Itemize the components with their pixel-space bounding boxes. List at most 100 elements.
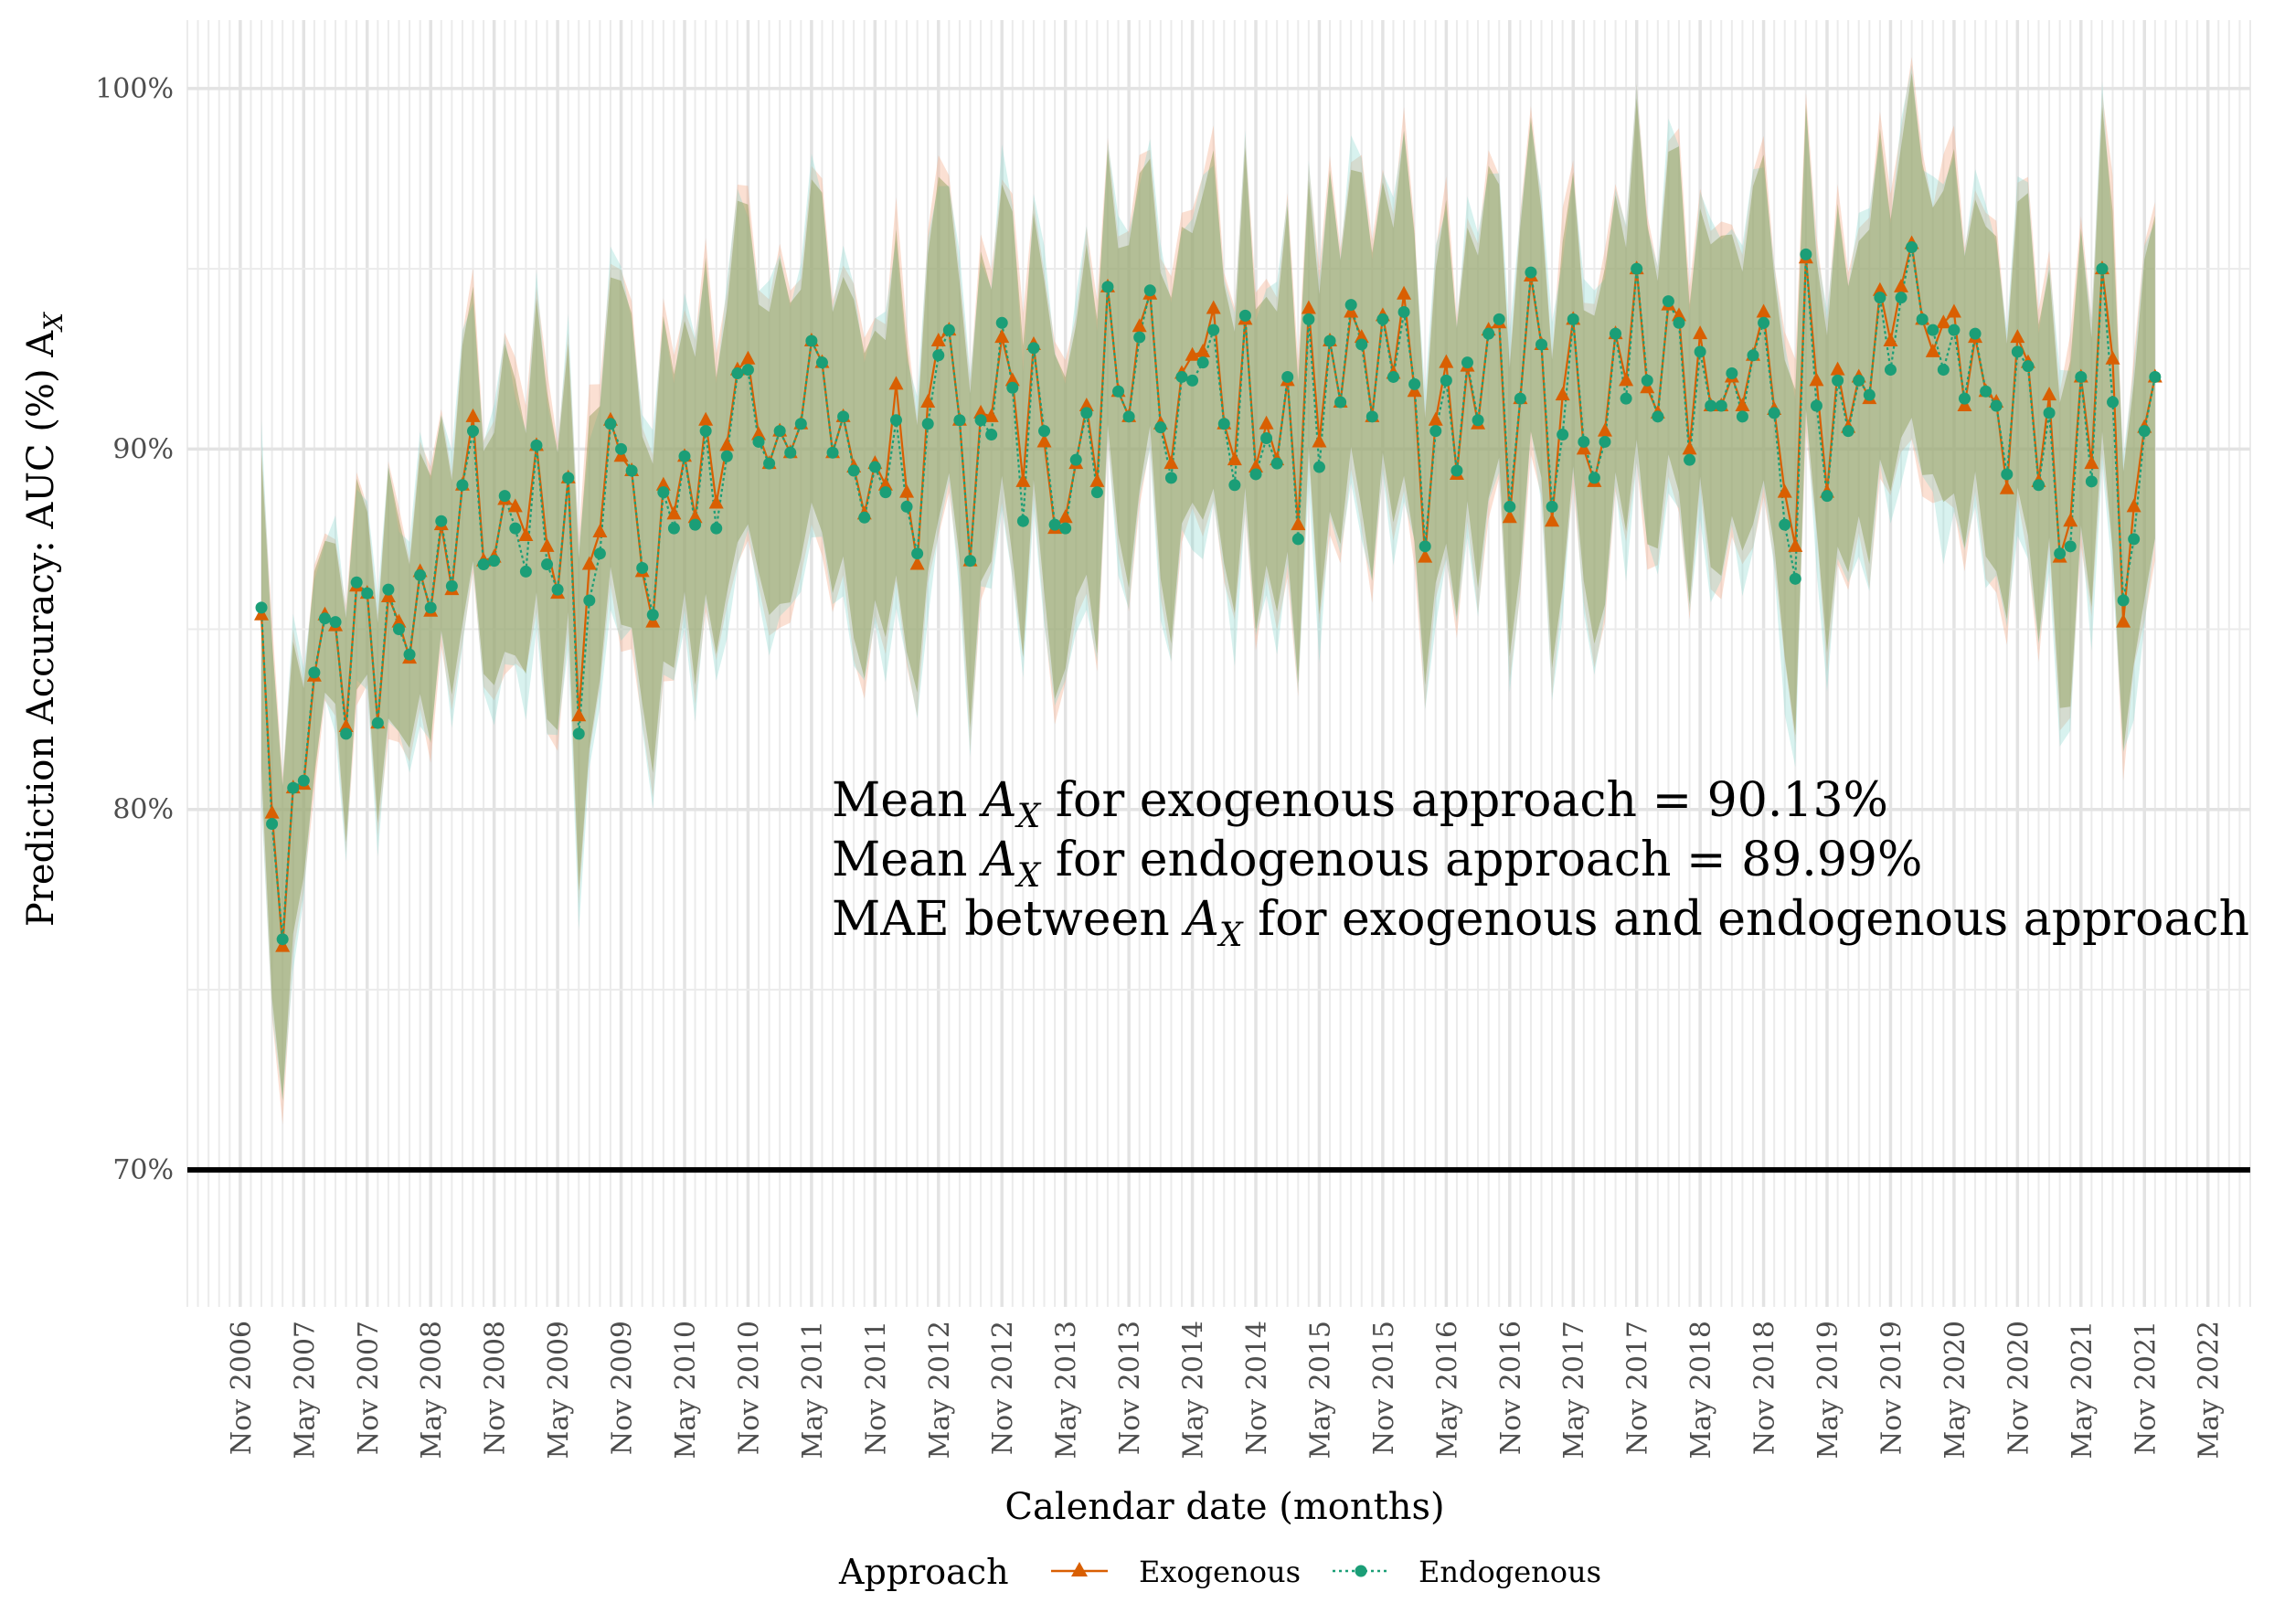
- data-point-endogenous: [2138, 425, 2151, 438]
- data-point-exogenous: [920, 394, 936, 409]
- data-point-exogenous: [1185, 346, 1200, 361]
- data-point-endogenous: [541, 558, 554, 571]
- data-point-endogenous: [329, 616, 342, 629]
- x-tick-label: Nov 2008: [480, 1321, 512, 1455]
- data-point-exogenous: [1777, 483, 1792, 498]
- data-point-endogenous: [1112, 385, 1125, 398]
- data-point-exogenous: [1418, 548, 1433, 563]
- data-point-endogenous: [477, 558, 490, 571]
- data-point-endogenous: [308, 666, 321, 679]
- x-tick-label: May 2014: [1178, 1321, 1210, 1459]
- x-tick-label: Nov 2011: [860, 1321, 892, 1455]
- data-point-endogenous: [837, 410, 850, 423]
- data-point-endogenous: [276, 933, 289, 946]
- data-point-endogenous: [1715, 399, 1727, 412]
- data-point-exogenous: [1946, 303, 1961, 318]
- data-point-endogenous: [1853, 374, 1865, 387]
- data-point-endogenous: [1302, 313, 1315, 325]
- data-point-endogenous: [942, 324, 955, 336]
- data-point-exogenous: [708, 494, 724, 509]
- data-point-endogenous: [1652, 410, 1664, 423]
- data-point-endogenous: [794, 418, 807, 430]
- data-point-endogenous: [2075, 370, 2088, 383]
- y-tick-label: 90%: [112, 433, 174, 465]
- x-tick-label: May 2012: [924, 1321, 956, 1459]
- data-point-endogenous: [530, 439, 543, 451]
- data-point-exogenous: [1872, 281, 1887, 296]
- y-axis-title: Prediction Accuracy: AUC (%) AX: [20, 312, 69, 927]
- data-point-endogenous: [1758, 316, 1770, 329]
- data-point-exogenous: [571, 707, 587, 722]
- data-point-exogenous: [888, 376, 904, 390]
- data-point-exogenous: [2105, 350, 2120, 365]
- x-tick-label: Nov 2016: [1495, 1321, 1527, 1455]
- data-point-endogenous: [1312, 461, 1325, 473]
- data-point-endogenous: [1990, 399, 2003, 412]
- data-point-endogenous: [1969, 327, 1982, 340]
- data-point-exogenous: [1597, 422, 1612, 437]
- data-point-endogenous: [1789, 572, 1801, 585]
- x-tick-label: Nov 2017: [1622, 1321, 1654, 1455]
- data-point-endogenous: [1365, 410, 1378, 423]
- data-point-endogenous: [805, 334, 818, 347]
- data-point-endogenous: [625, 464, 638, 477]
- x-tick-label: May 2019: [1812, 1321, 1844, 1459]
- data-point-exogenous: [1354, 329, 1369, 344]
- x-tick-label: May 2013: [1051, 1321, 1083, 1459]
- data-point-endogenous: [1408, 377, 1421, 390]
- data-point-endogenous: [255, 601, 268, 614]
- x-tick-label: Nov 2010: [733, 1321, 765, 1455]
- data-point-endogenous: [382, 583, 395, 596]
- data-point-endogenous: [1270, 457, 1283, 470]
- data-point-endogenous: [1260, 432, 1273, 445]
- data-point-exogenous: [1756, 303, 1771, 318]
- x-tick-label: May 2007: [289, 1321, 321, 1459]
- data-point-endogenous: [456, 479, 469, 492]
- data-point-endogenous: [403, 648, 416, 661]
- data-point-endogenous: [1154, 421, 1167, 434]
- data-point-endogenous: [467, 425, 480, 438]
- data-point-endogenous: [1291, 533, 1304, 546]
- data-point-endogenous: [2033, 479, 2046, 492]
- data-point-exogenous: [1936, 314, 1951, 329]
- data-point-endogenous: [1884, 364, 1897, 377]
- data-point-endogenous: [1631, 262, 1643, 275]
- x-tick-label: Nov 2012: [987, 1321, 1019, 1455]
- data-point-exogenous: [930, 333, 946, 347]
- data-point-exogenous: [2126, 498, 2141, 513]
- data-point-exogenous: [1227, 451, 1242, 466]
- data-point-exogenous: [687, 509, 703, 524]
- data-point-endogenous: [1535, 338, 1548, 351]
- x-tick-label: May 2021: [2067, 1321, 2099, 1459]
- data-point-exogenous: [1999, 480, 2014, 494]
- confidence-band-overlap: [261, 72, 2155, 1100]
- data-point-endogenous: [1694, 345, 1706, 358]
- data-point-endogenous: [646, 609, 659, 621]
- data-point-exogenous: [877, 476, 893, 491]
- data-point-exogenous: [592, 524, 608, 538]
- data-point-endogenous: [2149, 370, 2162, 383]
- data-point-endogenous: [340, 727, 353, 740]
- data-point-endogenous: [350, 576, 363, 589]
- data-point-endogenous: [826, 446, 839, 459]
- data-point-endogenous: [995, 316, 1008, 329]
- y-tick-label: 100%: [95, 73, 174, 105]
- x-tick-label: Nov 2007: [353, 1321, 385, 1455]
- series-markers: [254, 235, 2162, 952]
- data-point-endogenous: [1525, 266, 1537, 279]
- data-point-endogenous: [297, 774, 310, 787]
- x-tick-label: May 2016: [1431, 1321, 1463, 1459]
- x-tick-label: Nov 2014: [1241, 1321, 1273, 1455]
- x-tick-label: May 2009: [543, 1321, 575, 1459]
- data-point-exogenous: [666, 505, 682, 520]
- data-point-endogenous: [1440, 374, 1452, 387]
- data-point-exogenous: [1545, 513, 1560, 527]
- data-point-endogenous: [604, 418, 617, 430]
- data-point-endogenous: [752, 435, 765, 448]
- data-point-endogenous: [551, 583, 564, 596]
- data-point-endogenous: [953, 414, 966, 427]
- data-point-endogenous: [1196, 356, 1209, 369]
- data-point-exogenous: [1809, 372, 1824, 387]
- data-point-endogenous: [1662, 295, 1674, 308]
